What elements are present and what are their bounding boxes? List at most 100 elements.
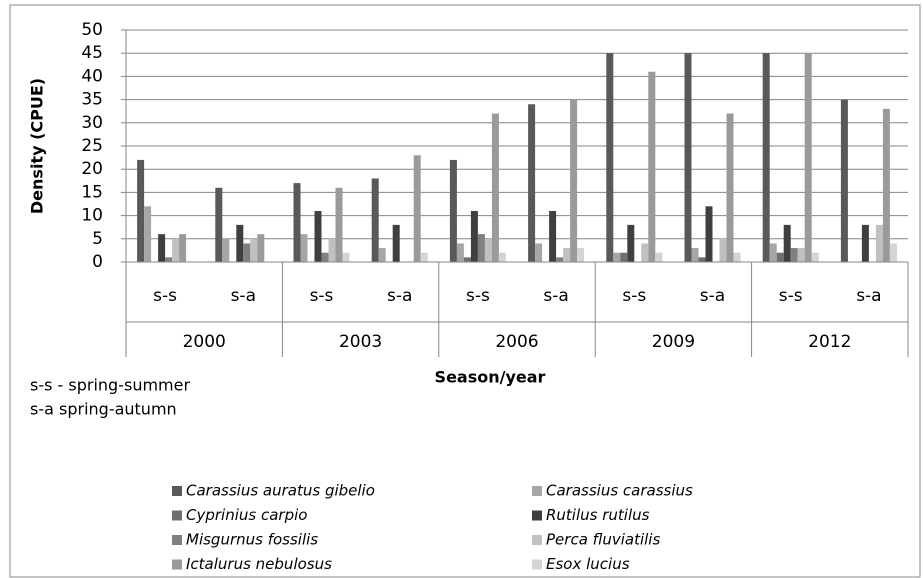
bar — [691, 248, 699, 262]
y-tick-label: 10 — [81, 206, 103, 226]
legend-swatch — [532, 486, 542, 496]
bar — [484, 238, 492, 262]
bar — [420, 252, 428, 262]
bar — [705, 206, 713, 262]
legend-label: Rutilus rutilus — [546, 506, 650, 524]
legend-swatch — [532, 559, 542, 570]
bar — [321, 252, 329, 262]
y-tick-label: 50 — [81, 20, 103, 40]
bar — [215, 187, 223, 262]
legend-label: Carassius auratus gibelio — [186, 482, 375, 500]
bar — [861, 224, 869, 262]
bar — [250, 238, 258, 262]
y-tick-label: 45 — [81, 43, 103, 63]
bar — [790, 248, 798, 262]
legend-label: Ictalurus nebulosus — [186, 555, 332, 573]
bar — [783, 224, 791, 262]
bar — [179, 234, 187, 262]
legend-label: Esox lucius — [546, 555, 630, 573]
bar — [577, 248, 585, 262]
y-tick-label: 35 — [81, 90, 103, 110]
bar — [335, 187, 343, 262]
x-tick-label: s-s — [310, 286, 334, 306]
bar — [456, 243, 464, 262]
x-tick-label: s-s — [779, 286, 803, 306]
x-tick-label: s-a — [700, 286, 725, 306]
bar — [840, 99, 848, 262]
bar — [413, 155, 421, 262]
bar — [243, 243, 251, 262]
bar — [804, 53, 812, 263]
bar — [882, 108, 890, 262]
bar — [371, 178, 379, 262]
bar — [165, 257, 173, 262]
bar — [570, 99, 578, 262]
bar — [698, 257, 706, 262]
bar — [889, 243, 897, 262]
bar — [733, 252, 741, 262]
bar — [378, 248, 386, 262]
y-tick-label: 15 — [81, 182, 103, 202]
bar — [556, 257, 564, 262]
legend-swatch — [172, 559, 182, 570]
bar — [293, 183, 301, 262]
x-tick-label: s-a — [231, 286, 256, 306]
bar — [875, 224, 883, 262]
bar — [549, 210, 557, 262]
bar — [797, 248, 805, 262]
x-tick-label: s-s — [466, 286, 490, 306]
bar — [811, 252, 819, 262]
group-label: 2009 — [652, 332, 695, 352]
x-axis-label: Season/year — [435, 368, 546, 387]
legend-label: Carassius carassius — [546, 482, 693, 500]
x-tick-label: s-a — [387, 286, 412, 306]
x-tick-label: s-s — [622, 286, 646, 306]
y-tick-label: 30 — [81, 113, 103, 133]
legend-swatch — [532, 510, 542, 521]
bar — [719, 238, 727, 262]
bar — [684, 53, 692, 263]
bar — [491, 113, 499, 263]
annotation: s-s - spring-summer — [30, 376, 190, 395]
x-tick-label: s-s — [153, 286, 177, 306]
bar — [222, 238, 230, 262]
y-tick-label: 40 — [81, 66, 103, 86]
bar — [158, 234, 166, 262]
group-label: 2003 — [339, 332, 382, 352]
bar — [328, 238, 336, 262]
group-label: 2006 — [495, 332, 538, 352]
legend-swatch — [172, 535, 182, 545]
bar — [776, 252, 784, 262]
bar — [535, 243, 543, 262]
bar — [300, 234, 308, 262]
bar — [236, 224, 244, 262]
bar — [144, 206, 152, 262]
bar — [498, 252, 506, 262]
y-tick-label: 20 — [81, 159, 103, 179]
y-axis-label: Density (CPUE) — [28, 78, 47, 214]
bar — [528, 104, 536, 263]
y-tick-label: 25 — [81, 136, 103, 156]
y-tick-label: 0 — [92, 252, 103, 272]
bar — [314, 210, 322, 262]
bar — [477, 234, 485, 262]
bar — [655, 252, 663, 262]
legend-label: Perca fluviatilis — [546, 531, 660, 549]
bar — [392, 224, 400, 262]
bar — [257, 234, 265, 262]
legend-swatch — [172, 510, 182, 521]
bar — [641, 243, 649, 262]
bar — [172, 238, 180, 262]
annotation: s-a spring-autumn — [30, 400, 177, 419]
bar — [470, 210, 478, 262]
legend-label: Misgurnus fossilis — [186, 531, 318, 549]
legend-label: Cyprinius carpio — [186, 506, 307, 524]
bar — [342, 252, 350, 262]
legend-swatch — [532, 535, 542, 545]
bar — [769, 243, 777, 262]
bar — [449, 159, 457, 262]
bar — [620, 252, 628, 262]
x-tick-label: s-a — [543, 286, 568, 306]
bar — [563, 248, 571, 262]
